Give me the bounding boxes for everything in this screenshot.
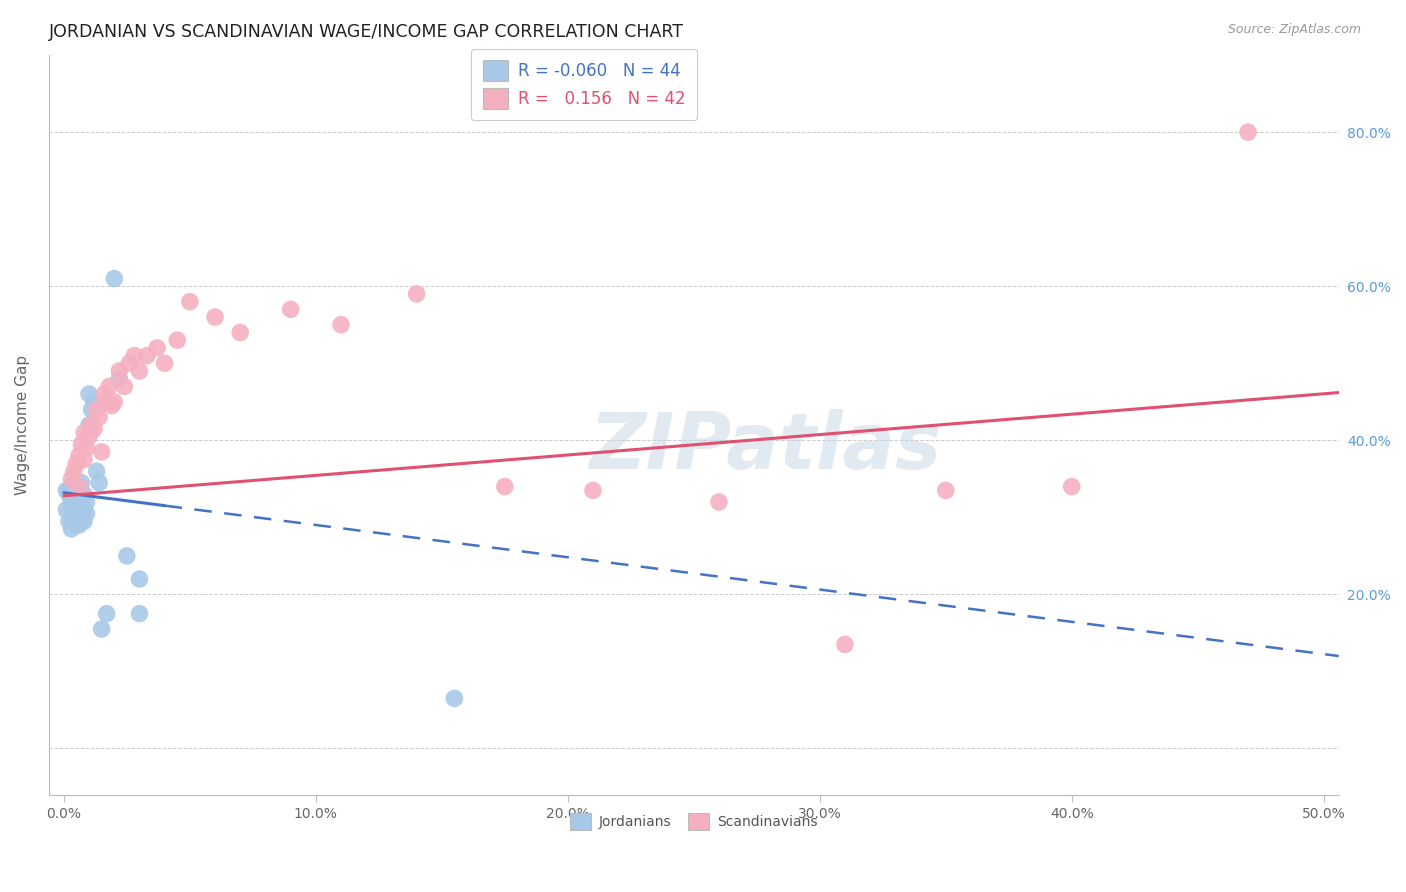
Point (179, 294, 201, 309)
Point (582, 483, 605, 498)
Point (60, 502, 83, 516)
Point (67, 479, 90, 493)
Point (73, 514, 96, 528)
Text: Source: ZipAtlas.com: Source: ZipAtlas.com (1227, 23, 1361, 37)
Point (204, 310, 226, 324)
Point (65, 457, 87, 471)
Point (90, 622, 112, 636)
Point (83, 422, 105, 436)
Point (146, 341, 169, 355)
Point (70, 507, 93, 521)
Point (67, 510, 90, 524)
Point (73, 487, 96, 501)
Point (76, 507, 98, 521)
Point (128, 364, 150, 378)
Point (77, 387, 100, 401)
Point (89, 475, 111, 490)
Point (70, 475, 93, 490)
Point (60, 495, 83, 509)
Point (65, 495, 87, 509)
Point (77, 429, 100, 443)
Point (70, 437, 93, 451)
Point (63, 499, 86, 513)
Point (70, 491, 93, 505)
Point (115, 549, 138, 563)
Point (58, 487, 80, 501)
Point (58, 514, 80, 528)
Point (60, 472, 83, 486)
Point (330, 318, 353, 332)
Point (96, 394, 118, 409)
Point (55, 483, 77, 498)
Point (103, 271, 125, 285)
Point (73, 425, 96, 440)
Point (112, 379, 135, 393)
Point (128, 607, 150, 621)
Point (935, 483, 957, 498)
Point (76, 441, 98, 455)
Point (77, 417, 100, 432)
Point (86, 402, 108, 417)
Point (67, 499, 90, 513)
Legend: Jordanians, Scandinavians: Jordanians, Scandinavians (564, 808, 824, 836)
Point (166, 333, 188, 347)
Point (65, 507, 87, 521)
Point (153, 356, 176, 370)
Point (63, 491, 86, 505)
Point (60, 522, 83, 536)
Point (65, 502, 87, 516)
Point (108, 372, 131, 386)
Point (60, 479, 83, 493)
Point (89, 410, 111, 425)
Point (405, 287, 427, 301)
Point (65, 518, 87, 533)
Text: JORDANIAN VS SCANDINAVIAN WAGE/INCOME GAP CORRELATION CHART: JORDANIAN VS SCANDINAVIAN WAGE/INCOME GA… (49, 23, 685, 41)
Point (73, 452, 96, 467)
Point (280, 302, 302, 317)
Point (80, 402, 103, 417)
Point (67, 479, 90, 493)
Point (76, 495, 98, 509)
Point (124, 349, 146, 363)
Point (229, 326, 252, 340)
Point (100, 399, 122, 413)
Point (67, 491, 90, 505)
Point (67, 518, 90, 533)
Text: ZIPatlas: ZIPatlas (589, 409, 941, 485)
Point (1060, 479, 1083, 493)
Point (83, 394, 105, 409)
Point (494, 479, 516, 493)
Y-axis label: Wage/Income Gap: Wage/Income Gap (15, 355, 30, 495)
Point (136, 349, 159, 363)
Point (1237, 125, 1260, 139)
Point (90, 445, 112, 459)
Point (108, 364, 131, 378)
Point (96, 607, 118, 621)
Point (118, 356, 141, 370)
Point (93, 387, 115, 401)
Point (443, 691, 465, 706)
Point (103, 394, 125, 409)
Point (73, 502, 96, 516)
Point (67, 449, 90, 463)
Point (834, 638, 856, 652)
Point (63, 464, 86, 478)
Point (70, 514, 93, 528)
Point (86, 464, 108, 478)
Point (63, 514, 86, 528)
Point (128, 572, 150, 586)
Point (98, 379, 121, 393)
Point (80, 417, 103, 432)
Point (65, 483, 87, 498)
Point (707, 495, 730, 509)
Point (55, 502, 77, 516)
